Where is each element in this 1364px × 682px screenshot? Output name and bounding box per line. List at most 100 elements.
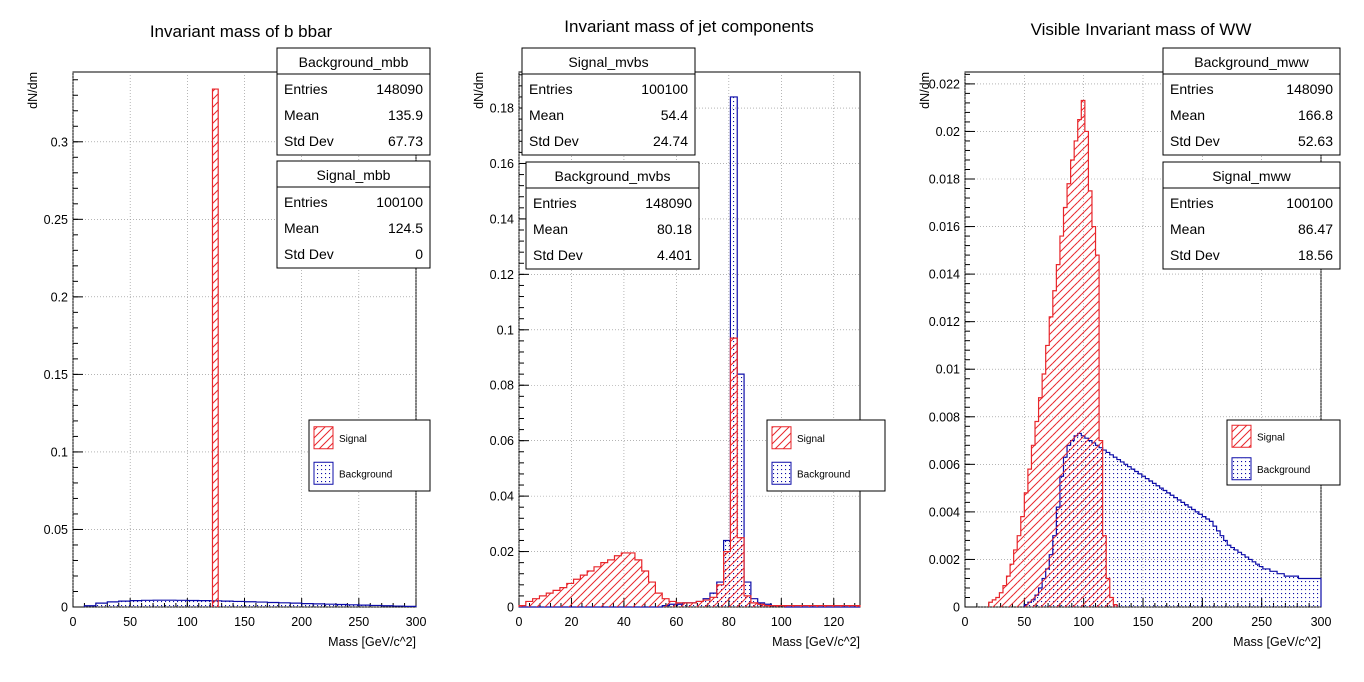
stats-key-mean: Mean bbox=[284, 107, 319, 123]
y-tick-label: 0.022 bbox=[929, 77, 960, 91]
y-axis-label: dN/dm bbox=[472, 72, 486, 109]
bar bbox=[1074, 140, 1078, 607]
y-tick-label: 0.3 bbox=[51, 135, 68, 149]
bar bbox=[988, 602, 993, 607]
bar bbox=[1102, 450, 1107, 607]
stats-key-mean: Mean bbox=[533, 221, 568, 237]
bar bbox=[1095, 255, 1100, 608]
stats-key-std_dev: Std Dev bbox=[533, 247, 583, 263]
bar bbox=[1223, 540, 1228, 607]
bar bbox=[95, 603, 108, 607]
bar bbox=[1152, 483, 1157, 607]
bar bbox=[1216, 530, 1221, 607]
bar bbox=[1220, 535, 1224, 607]
x-tick-label: 250 bbox=[1251, 615, 1272, 629]
x-tick-label: 0 bbox=[70, 615, 77, 629]
bar bbox=[1002, 585, 1007, 607]
x-tick-label: 120 bbox=[823, 615, 844, 629]
stats-key-entries: Entries bbox=[284, 81, 328, 97]
bar bbox=[778, 605, 785, 607]
bar bbox=[1006, 576, 1011, 607]
bar bbox=[1159, 488, 1164, 607]
x-axis-label: Mass [GeV/c^2] bbox=[1233, 635, 1321, 649]
plot-frame bbox=[518, 71, 861, 608]
bar bbox=[839, 605, 847, 607]
stats-entries: 148090 bbox=[1286, 81, 1333, 97]
y-tick-label: 0.16 bbox=[490, 157, 514, 171]
bar bbox=[313, 603, 325, 607]
bar bbox=[370, 605, 382, 607]
bar bbox=[1234, 549, 1238, 607]
bar bbox=[1038, 397, 1043, 607]
stats-entries: 100100 bbox=[641, 81, 688, 97]
stats-key-entries: Entries bbox=[529, 81, 573, 97]
y-tick-label: 0.008 bbox=[929, 410, 960, 424]
bar bbox=[600, 562, 608, 607]
bar bbox=[1202, 516, 1206, 607]
bar bbox=[682, 602, 690, 607]
bar bbox=[1035, 421, 1039, 607]
bar bbox=[1113, 604, 1117, 607]
legend: Signal Background bbox=[308, 419, 431, 492]
stats-box: Signal_mww Entries 100100 Mean 86.47 Std Dev 1… bbox=[1162, 161, 1341, 270]
stats-key-mean: Mean bbox=[529, 107, 564, 123]
bar bbox=[655, 593, 663, 607]
bar bbox=[634, 559, 642, 607]
bar bbox=[1010, 564, 1014, 607]
y-axis-label: dN/dm bbox=[26, 72, 40, 109]
histogram-background bbox=[83, 599, 417, 607]
legend-label: Background bbox=[339, 469, 392, 480]
y-tick-label: 0.25 bbox=[44, 213, 68, 227]
legend: Signal Background bbox=[1226, 419, 1341, 486]
bar bbox=[1134, 471, 1139, 607]
bar bbox=[267, 602, 279, 607]
bar bbox=[1316, 578, 1320, 607]
stats-key-entries: Entries bbox=[284, 194, 328, 210]
bar bbox=[525, 601, 533, 607]
bar bbox=[1145, 478, 1149, 607]
stats-key-entries: Entries bbox=[1170, 195, 1214, 211]
legend-swatch-background bbox=[771, 461, 792, 485]
histogram-outline bbox=[518, 337, 861, 607]
stats-mean: 80.18 bbox=[657, 221, 692, 237]
x-tick-label: 250 bbox=[348, 615, 369, 629]
bar bbox=[519, 605, 526, 607]
bar bbox=[1127, 466, 1132, 607]
bar bbox=[212, 89, 219, 607]
bar bbox=[641, 570, 649, 607]
bar bbox=[164, 600, 176, 607]
bar bbox=[1227, 545, 1231, 607]
bar bbox=[1109, 454, 1114, 607]
bar bbox=[1077, 119, 1082, 608]
bar bbox=[1305, 578, 1310, 607]
bar bbox=[1124, 464, 1128, 607]
stats-box: Background_mww Entries 148090 Mean 166.8 Std … bbox=[1162, 47, 1341, 156]
y-tick-label: 0.01 bbox=[936, 363, 960, 377]
bar bbox=[1163, 490, 1167, 607]
bar bbox=[744, 582, 751, 607]
bar bbox=[573, 579, 581, 607]
stats-box: Background_mbb Entries 148090 Mean 135.9 Std … bbox=[276, 47, 431, 156]
chart-title: Invariant mass of b bbar bbox=[150, 22, 333, 41]
bar bbox=[1013, 549, 1018, 607]
stats-key-mean: Mean bbox=[284, 220, 319, 236]
legend-label: Signal bbox=[339, 434, 367, 445]
stats-mean: 166.8 bbox=[1298, 107, 1333, 123]
panel-mww: Visible Invariant mass of WW 0 50 100 150 200… bbox=[918, 20, 1341, 649]
stats-entries: 148090 bbox=[376, 81, 423, 97]
bar bbox=[1088, 190, 1092, 607]
x-tick-label: 300 bbox=[406, 615, 427, 629]
bar bbox=[703, 600, 710, 607]
bar bbox=[290, 603, 302, 607]
bar bbox=[153, 600, 165, 607]
histogram-outline bbox=[83, 599, 417, 607]
bar bbox=[1042, 373, 1046, 607]
bar bbox=[1177, 500, 1181, 607]
bar bbox=[764, 605, 772, 607]
bar bbox=[1184, 504, 1189, 607]
y-tick-label: 0.05 bbox=[44, 523, 68, 537]
y-tick-label: 0.002 bbox=[929, 553, 960, 567]
bar bbox=[1052, 290, 1057, 607]
histogram-signal bbox=[211, 88, 219, 607]
stats-name: Signal_mvbs bbox=[568, 54, 648, 70]
